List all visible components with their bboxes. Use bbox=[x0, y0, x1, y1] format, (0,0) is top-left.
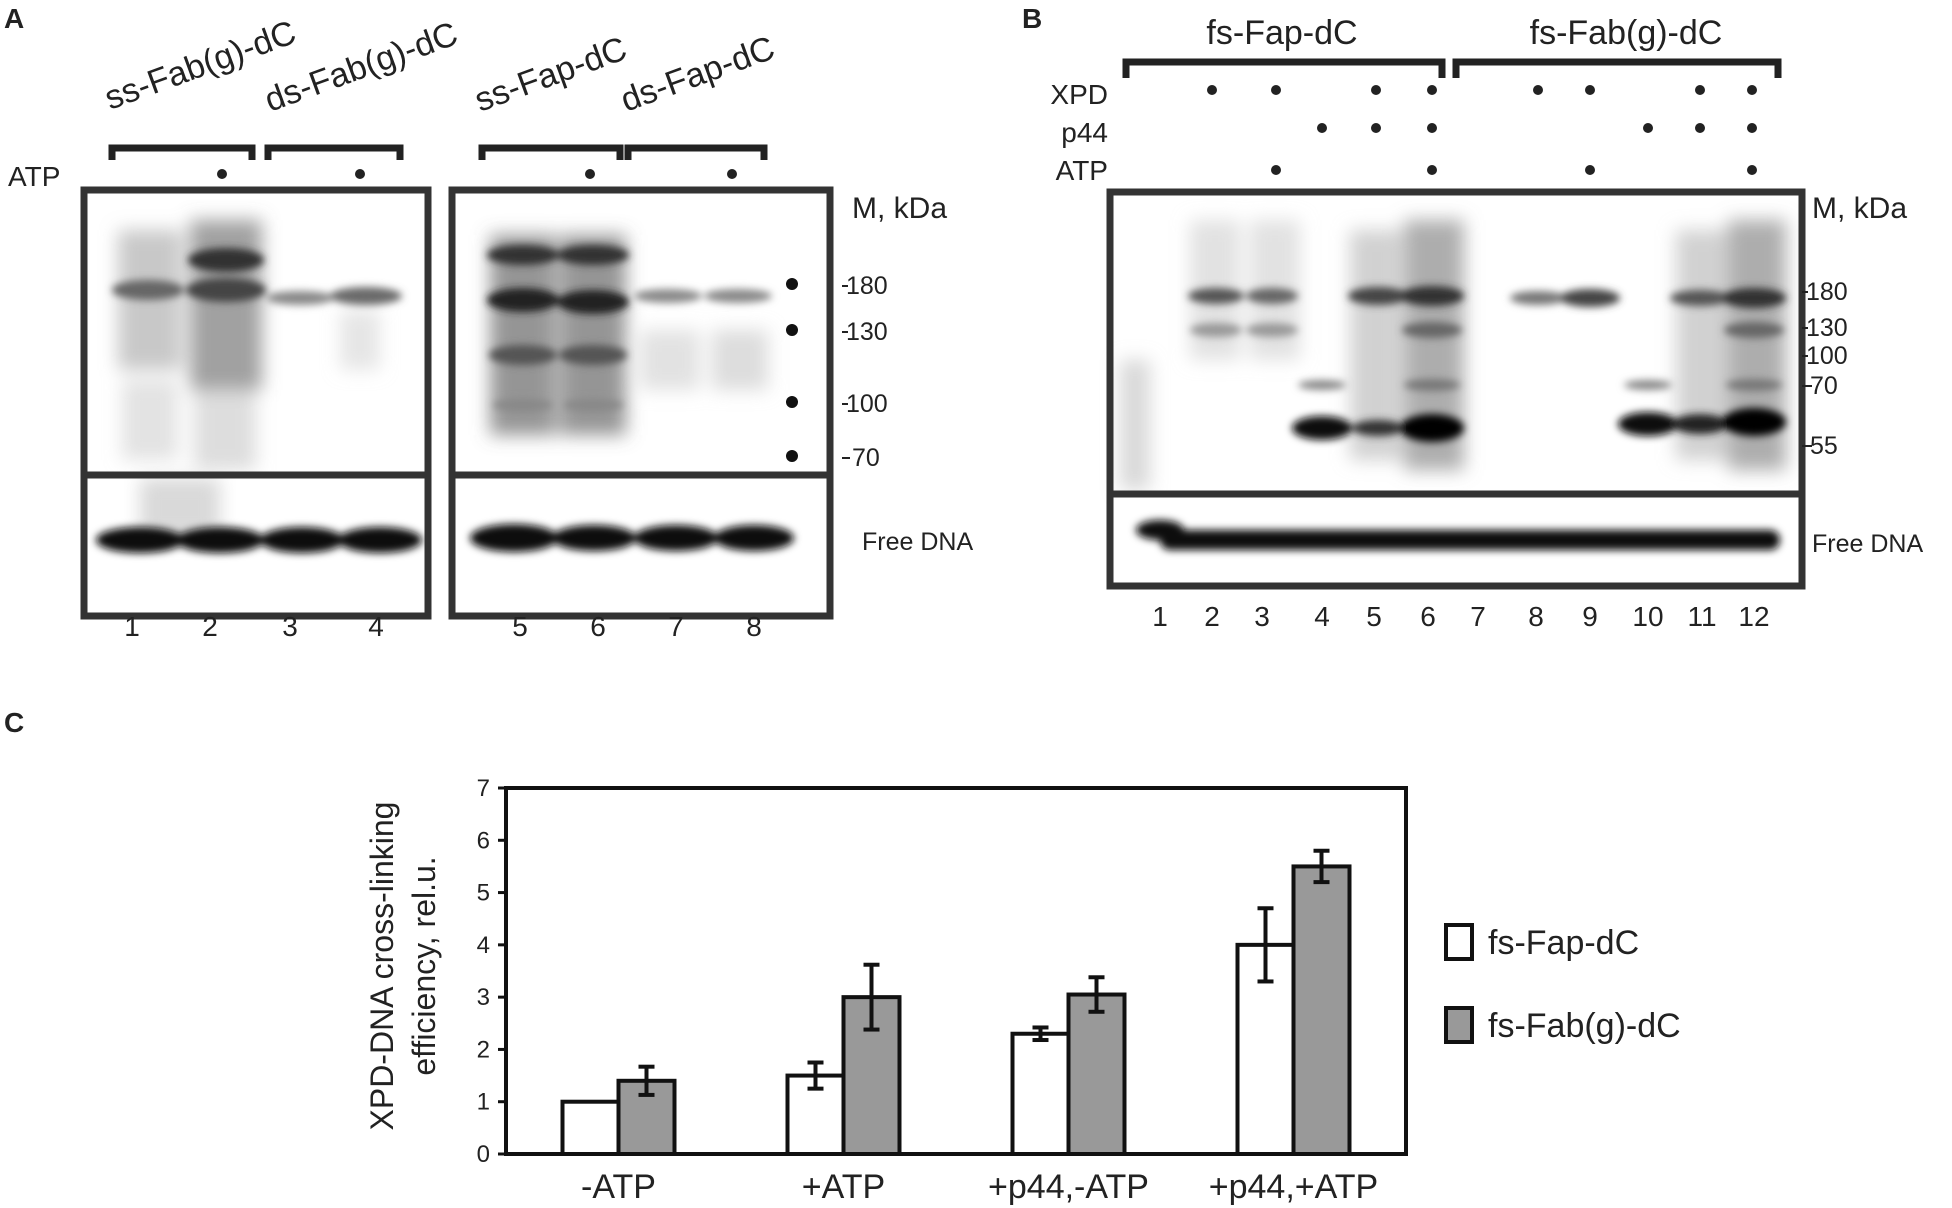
lane-number: 6 bbox=[590, 611, 606, 642]
legend-swatch-fap bbox=[1444, 923, 1474, 961]
condition-dots bbox=[1207, 85, 1757, 175]
gel-b bbox=[1106, 188, 1806, 590]
bracket-2 bbox=[264, 144, 404, 160]
x-category-label: +ATP bbox=[802, 1168, 885, 1206]
lane-number: 7 bbox=[668, 611, 684, 642]
atp-dot bbox=[727, 169, 737, 179]
y-tick-label: 1 bbox=[477, 1089, 490, 1116]
marker-label-130: 130 bbox=[1806, 314, 1848, 342]
x-category-label: +p44,-ATP bbox=[988, 1168, 1149, 1206]
y-tick-label: 4 bbox=[477, 932, 490, 959]
gel-a-left bbox=[80, 186, 432, 620]
marker-label-100: 100 bbox=[846, 390, 888, 418]
lane-number: 2 bbox=[1204, 601, 1220, 632]
y-tick-label: 6 bbox=[477, 827, 490, 854]
lane-number: 11 bbox=[1687, 601, 1716, 632]
lane-number: 2 bbox=[202, 611, 218, 642]
lane-number: 4 bbox=[1314, 601, 1330, 632]
bar-fabg bbox=[1291, 864, 1352, 1157]
lane-number: 8 bbox=[746, 611, 762, 642]
group-label-ss-fap: ss-Fap-dC bbox=[470, 30, 632, 120]
plot-frame bbox=[504, 786, 1408, 1156]
marker-label-180: 180 bbox=[1806, 278, 1848, 306]
gel-a-right bbox=[448, 186, 834, 620]
lane-number: 8 bbox=[1528, 601, 1544, 632]
bracket-1 bbox=[108, 144, 256, 160]
marker-dot bbox=[786, 324, 798, 336]
marker-dot bbox=[786, 278, 798, 290]
lane-number: 6 bbox=[1420, 601, 1436, 632]
legend-swatch-fabg bbox=[1444, 1006, 1474, 1044]
group-label-ds-fap: ds-Fap-dC bbox=[616, 29, 780, 120]
row-label-p44: p44 bbox=[1061, 117, 1108, 148]
legend-label-fap: fs-Fap-dC bbox=[1488, 924, 1639, 962]
bar-fabg bbox=[1066, 992, 1127, 1156]
lane-number: 9 bbox=[1582, 601, 1598, 632]
y-axis-label-line2: efficiency, rel.u. bbox=[406, 856, 442, 1075]
panel-b: B fs-Fap-dC fs-Fab(g)-dC XPD p44 ATP bbox=[1022, 3, 1923, 632]
y-axis-label-line1: XPD-DNA cross-linking bbox=[364, 802, 400, 1131]
panel-c-letter: C bbox=[4, 707, 24, 738]
bar-fap bbox=[1010, 1031, 1071, 1156]
marker-label-130: 130 bbox=[846, 318, 888, 346]
x-category-label: -ATP bbox=[581, 1168, 656, 1206]
bracket-fs-fap bbox=[1122, 58, 1446, 78]
mw-title-a: M, kDa bbox=[852, 192, 947, 225]
free-dna-label-b: Free DNA bbox=[1812, 530, 1923, 558]
lane-number: 4 bbox=[368, 611, 384, 642]
y-tick-label: 7 bbox=[477, 775, 490, 802]
panel-a: A ss-Fab(g)-dC ds-Fab(g)-dC ss-Fap-dC ds… bbox=[4, 3, 973, 642]
bracket-fs-fabg bbox=[1452, 58, 1782, 78]
atp-dot bbox=[355, 169, 365, 179]
marker-dot bbox=[786, 450, 798, 462]
lane-number: 5 bbox=[512, 611, 528, 642]
y-tick-label: 0 bbox=[477, 1141, 490, 1168]
marker-dot bbox=[786, 396, 798, 408]
bar-fabg bbox=[841, 995, 902, 1157]
lane-number: 12 bbox=[1738, 601, 1769, 632]
y-tick-label: 2 bbox=[477, 1036, 490, 1063]
bracket-3 bbox=[478, 144, 624, 160]
panel-b-letter: B bbox=[1022, 3, 1042, 34]
panel-a-letter: A bbox=[4, 3, 24, 34]
x-category-label: +p44,+ATP bbox=[1209, 1168, 1379, 1206]
row-label-xpd: XPD bbox=[1050, 79, 1108, 110]
marker-label-70: 70 bbox=[852, 444, 880, 472]
lane-number: 5 bbox=[1366, 601, 1382, 632]
bar-chart: 0 1 2 3 4 5 6 7 -ATP +ATP +p44,-ATP +p44,+ATP bbox=[477, 775, 1408, 1206]
atp-dot bbox=[217, 169, 227, 179]
lane-number: 3 bbox=[1254, 601, 1270, 632]
legend: fs-Fap-dC fs-Fab(g)-dC bbox=[1444, 923, 1681, 1045]
marker-label-70: 70 bbox=[1810, 372, 1838, 400]
group-label-fs-fabg: fs-Fab(g)-dC bbox=[1530, 14, 1723, 52]
free-dna-label-a: Free DNA bbox=[862, 528, 973, 556]
group-label-fs-fap: fs-Fap-dC bbox=[1206, 14, 1357, 52]
y-tick-label: 5 bbox=[477, 880, 490, 907]
legend-label-fabg: fs-Fab(g)-dC bbox=[1488, 1007, 1681, 1045]
panel-c: C XPD-DNA cross-linking efficiency, rel.… bbox=[4, 707, 1681, 1206]
mw-title-b: M, kDa bbox=[1812, 192, 1907, 225]
marker-label-100: 100 bbox=[1806, 342, 1848, 370]
lane-number: 10 bbox=[1632, 601, 1663, 632]
marker-label-55: 55 bbox=[1810, 432, 1838, 460]
atp-row-label: ATP bbox=[8, 161, 60, 192]
lane-number: 1 bbox=[124, 611, 140, 642]
bar-fap bbox=[560, 1099, 621, 1156]
bracket-4 bbox=[624, 144, 768, 160]
atp-dot bbox=[585, 169, 595, 179]
lane-number: 1 bbox=[1152, 601, 1168, 632]
y-tick-label: 3 bbox=[477, 984, 490, 1011]
row-label-atp: ATP bbox=[1056, 155, 1108, 186]
lane-number: 3 bbox=[282, 611, 298, 642]
marker-label-180: 180 bbox=[846, 272, 888, 300]
lane-number: 7 bbox=[1470, 601, 1486, 632]
